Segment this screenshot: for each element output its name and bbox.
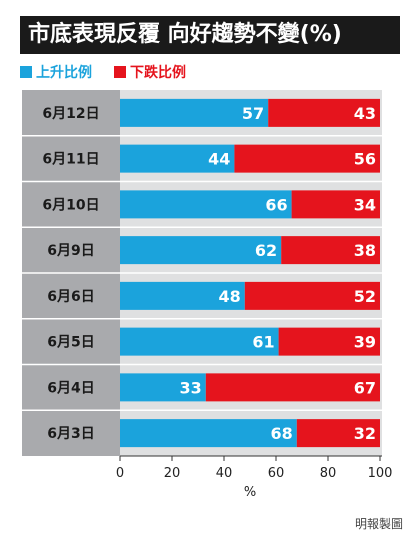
data-label-up: 62 bbox=[255, 241, 277, 260]
data-label-down: 32 bbox=[354, 424, 376, 443]
data-label-down: 52 bbox=[354, 287, 376, 306]
bar-up bbox=[120, 373, 206, 402]
bar-down bbox=[234, 144, 380, 173]
category-label: 6月11日 bbox=[42, 152, 99, 168]
bar-up bbox=[120, 98, 269, 127]
category-label: 6月3日 bbox=[47, 426, 94, 442]
data-label-up: 44 bbox=[208, 150, 230, 169]
bar-up bbox=[120, 236, 282, 265]
category-label: 6月4日 bbox=[47, 380, 94, 396]
x-tick-label: 80 bbox=[320, 466, 337, 481]
bar-down bbox=[291, 190, 380, 219]
bar-up bbox=[120, 327, 279, 356]
data-label-up: 61 bbox=[252, 333, 274, 352]
data-label-down: 39 bbox=[354, 333, 376, 352]
bar-up bbox=[120, 419, 297, 448]
bar-down bbox=[268, 98, 380, 127]
legend-swatch-up bbox=[20, 66, 32, 78]
category-label: 6月6日 bbox=[47, 289, 94, 305]
bar-down bbox=[278, 327, 380, 356]
bar-up bbox=[120, 281, 245, 310]
data-label-up: 48 bbox=[219, 287, 241, 306]
x-axis-label: % bbox=[244, 485, 256, 500]
chart-title: 市底表現反覆 向好趨勢不變(%) bbox=[20, 16, 400, 54]
x-tick-label: 0 bbox=[116, 466, 124, 481]
category-label: 6月9日 bbox=[47, 243, 94, 259]
legend-swatch-down bbox=[114, 66, 126, 78]
x-tick-label: 20 bbox=[164, 466, 181, 481]
bar-up bbox=[120, 144, 235, 173]
data-label-up: 57 bbox=[242, 104, 264, 123]
data-label-down: 38 bbox=[354, 241, 376, 260]
legend-item-up: 上升比例 bbox=[20, 62, 92, 82]
data-label-down: 43 bbox=[354, 104, 376, 123]
bar-down bbox=[205, 373, 380, 402]
legend-label-up: 上升比例 bbox=[36, 65, 92, 81]
data-label-down: 67 bbox=[354, 378, 376, 397]
x-tick-label: 100 bbox=[368, 466, 393, 481]
bar-down bbox=[244, 281, 380, 310]
data-label-up: 33 bbox=[180, 378, 202, 397]
data-label-up: 68 bbox=[271, 424, 293, 443]
x-tick-label: 60 bbox=[268, 466, 285, 481]
data-label-down: 34 bbox=[354, 195, 376, 214]
bar-up bbox=[120, 190, 292, 219]
category-label: 6月10日 bbox=[42, 197, 99, 213]
x-tick-label: 40 bbox=[216, 466, 233, 481]
data-label-up: 66 bbox=[265, 195, 287, 214]
legend-label-down: 下跌比例 bbox=[130, 65, 186, 81]
bar-down bbox=[281, 236, 380, 265]
credit-text: 明報製圖 bbox=[354, 517, 403, 531]
legend: 上升比例 下跌比例 bbox=[20, 62, 208, 82]
bar-down bbox=[296, 419, 380, 448]
legend-item-down: 下跌比例 bbox=[114, 62, 186, 82]
category-label: 6月12日 bbox=[42, 106, 99, 122]
data-label-down: 56 bbox=[354, 150, 376, 169]
category-label: 6月5日 bbox=[47, 335, 94, 351]
